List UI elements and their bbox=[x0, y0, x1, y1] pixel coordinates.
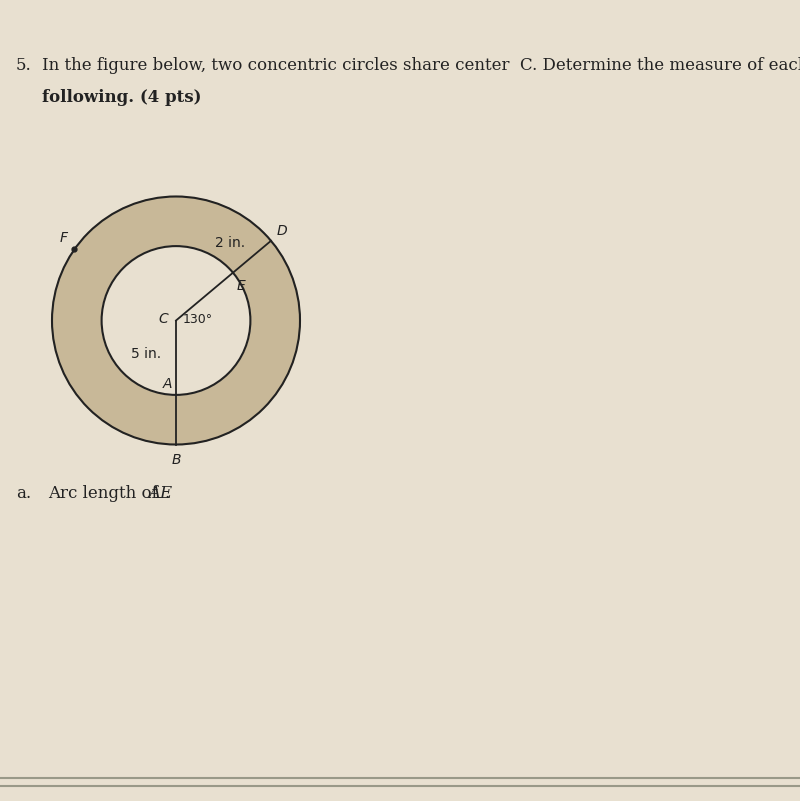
Text: .: . bbox=[164, 485, 170, 501]
Circle shape bbox=[52, 196, 300, 445]
Text: In the figure below, two concentric circles share center  C. Determine the measu: In the figure below, two concentric circ… bbox=[42, 57, 800, 74]
Text: 5 in.: 5 in. bbox=[131, 347, 162, 361]
Text: C: C bbox=[158, 312, 168, 326]
Text: 2 in.: 2 in. bbox=[215, 236, 246, 251]
Text: E: E bbox=[237, 279, 246, 293]
Circle shape bbox=[102, 246, 250, 395]
Text: D: D bbox=[277, 223, 287, 238]
Text: 5.: 5. bbox=[16, 57, 32, 74]
Text: following. (4 pts): following. (4 pts) bbox=[42, 88, 201, 106]
Text: a.: a. bbox=[16, 485, 31, 501]
Text: B: B bbox=[171, 453, 181, 466]
Text: AE: AE bbox=[148, 485, 172, 501]
Text: F: F bbox=[60, 231, 68, 245]
Text: A: A bbox=[162, 377, 172, 391]
Text: 130°: 130° bbox=[182, 313, 213, 326]
Text: Arc length of: Arc length of bbox=[48, 485, 163, 501]
